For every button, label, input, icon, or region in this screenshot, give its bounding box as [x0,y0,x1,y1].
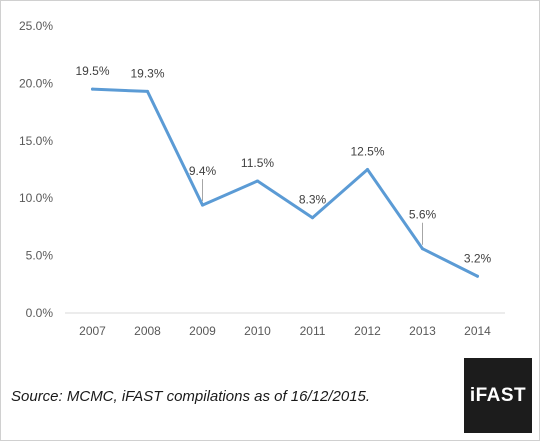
data-label: 19.3% [130,66,164,80]
logo-text: iFAST [469,384,527,406]
y-tick-label: 5.0% [26,249,54,263]
data-label: 3.2% [464,251,492,265]
data-point [201,203,204,207]
line-chart: 0.0% 5.0% 10.0% 15.0% 20.0% 25.0% 2007 2008 200… [19,19,505,338]
ifast-logo: iFAST [464,358,532,433]
x-tick-label: 2009 [189,324,216,338]
data-point [421,247,424,251]
y-tick-label: 10.0% [19,191,53,205]
data-point [311,216,314,220]
y-tick-label: 15.0% [19,134,53,148]
x-tick-label: 2010 [244,324,271,338]
y-tick-label: 25.0% [19,19,53,33]
x-tick-label: 2011 [300,324,326,338]
data-label: 11.5% [241,156,274,170]
data-point [476,274,479,278]
data-label: 19.5% [75,64,109,78]
x-tick-label: 2013 [409,324,436,338]
x-tick-label: 2014 [464,324,491,338]
data-label: 12.5% [350,145,384,159]
series-line [91,87,479,278]
y-tick-label: 0.0% [26,306,54,320]
data-label: 9.4% [189,164,217,178]
x-tick-label: 2007 [79,324,106,338]
x-tick-label: 2012 [354,324,381,338]
y-tick-label: 20.0% [19,76,53,90]
source-note: Source: MCMC, iFAST compilations as of 1… [11,388,371,405]
data-point [146,89,149,93]
data-point [91,87,94,91]
data-point [256,179,259,183]
data-point [366,168,369,171]
data-label: 8.3% [299,193,327,207]
x-tick-label: 2008 [134,324,161,338]
data-label: 5.6% [409,208,437,222]
